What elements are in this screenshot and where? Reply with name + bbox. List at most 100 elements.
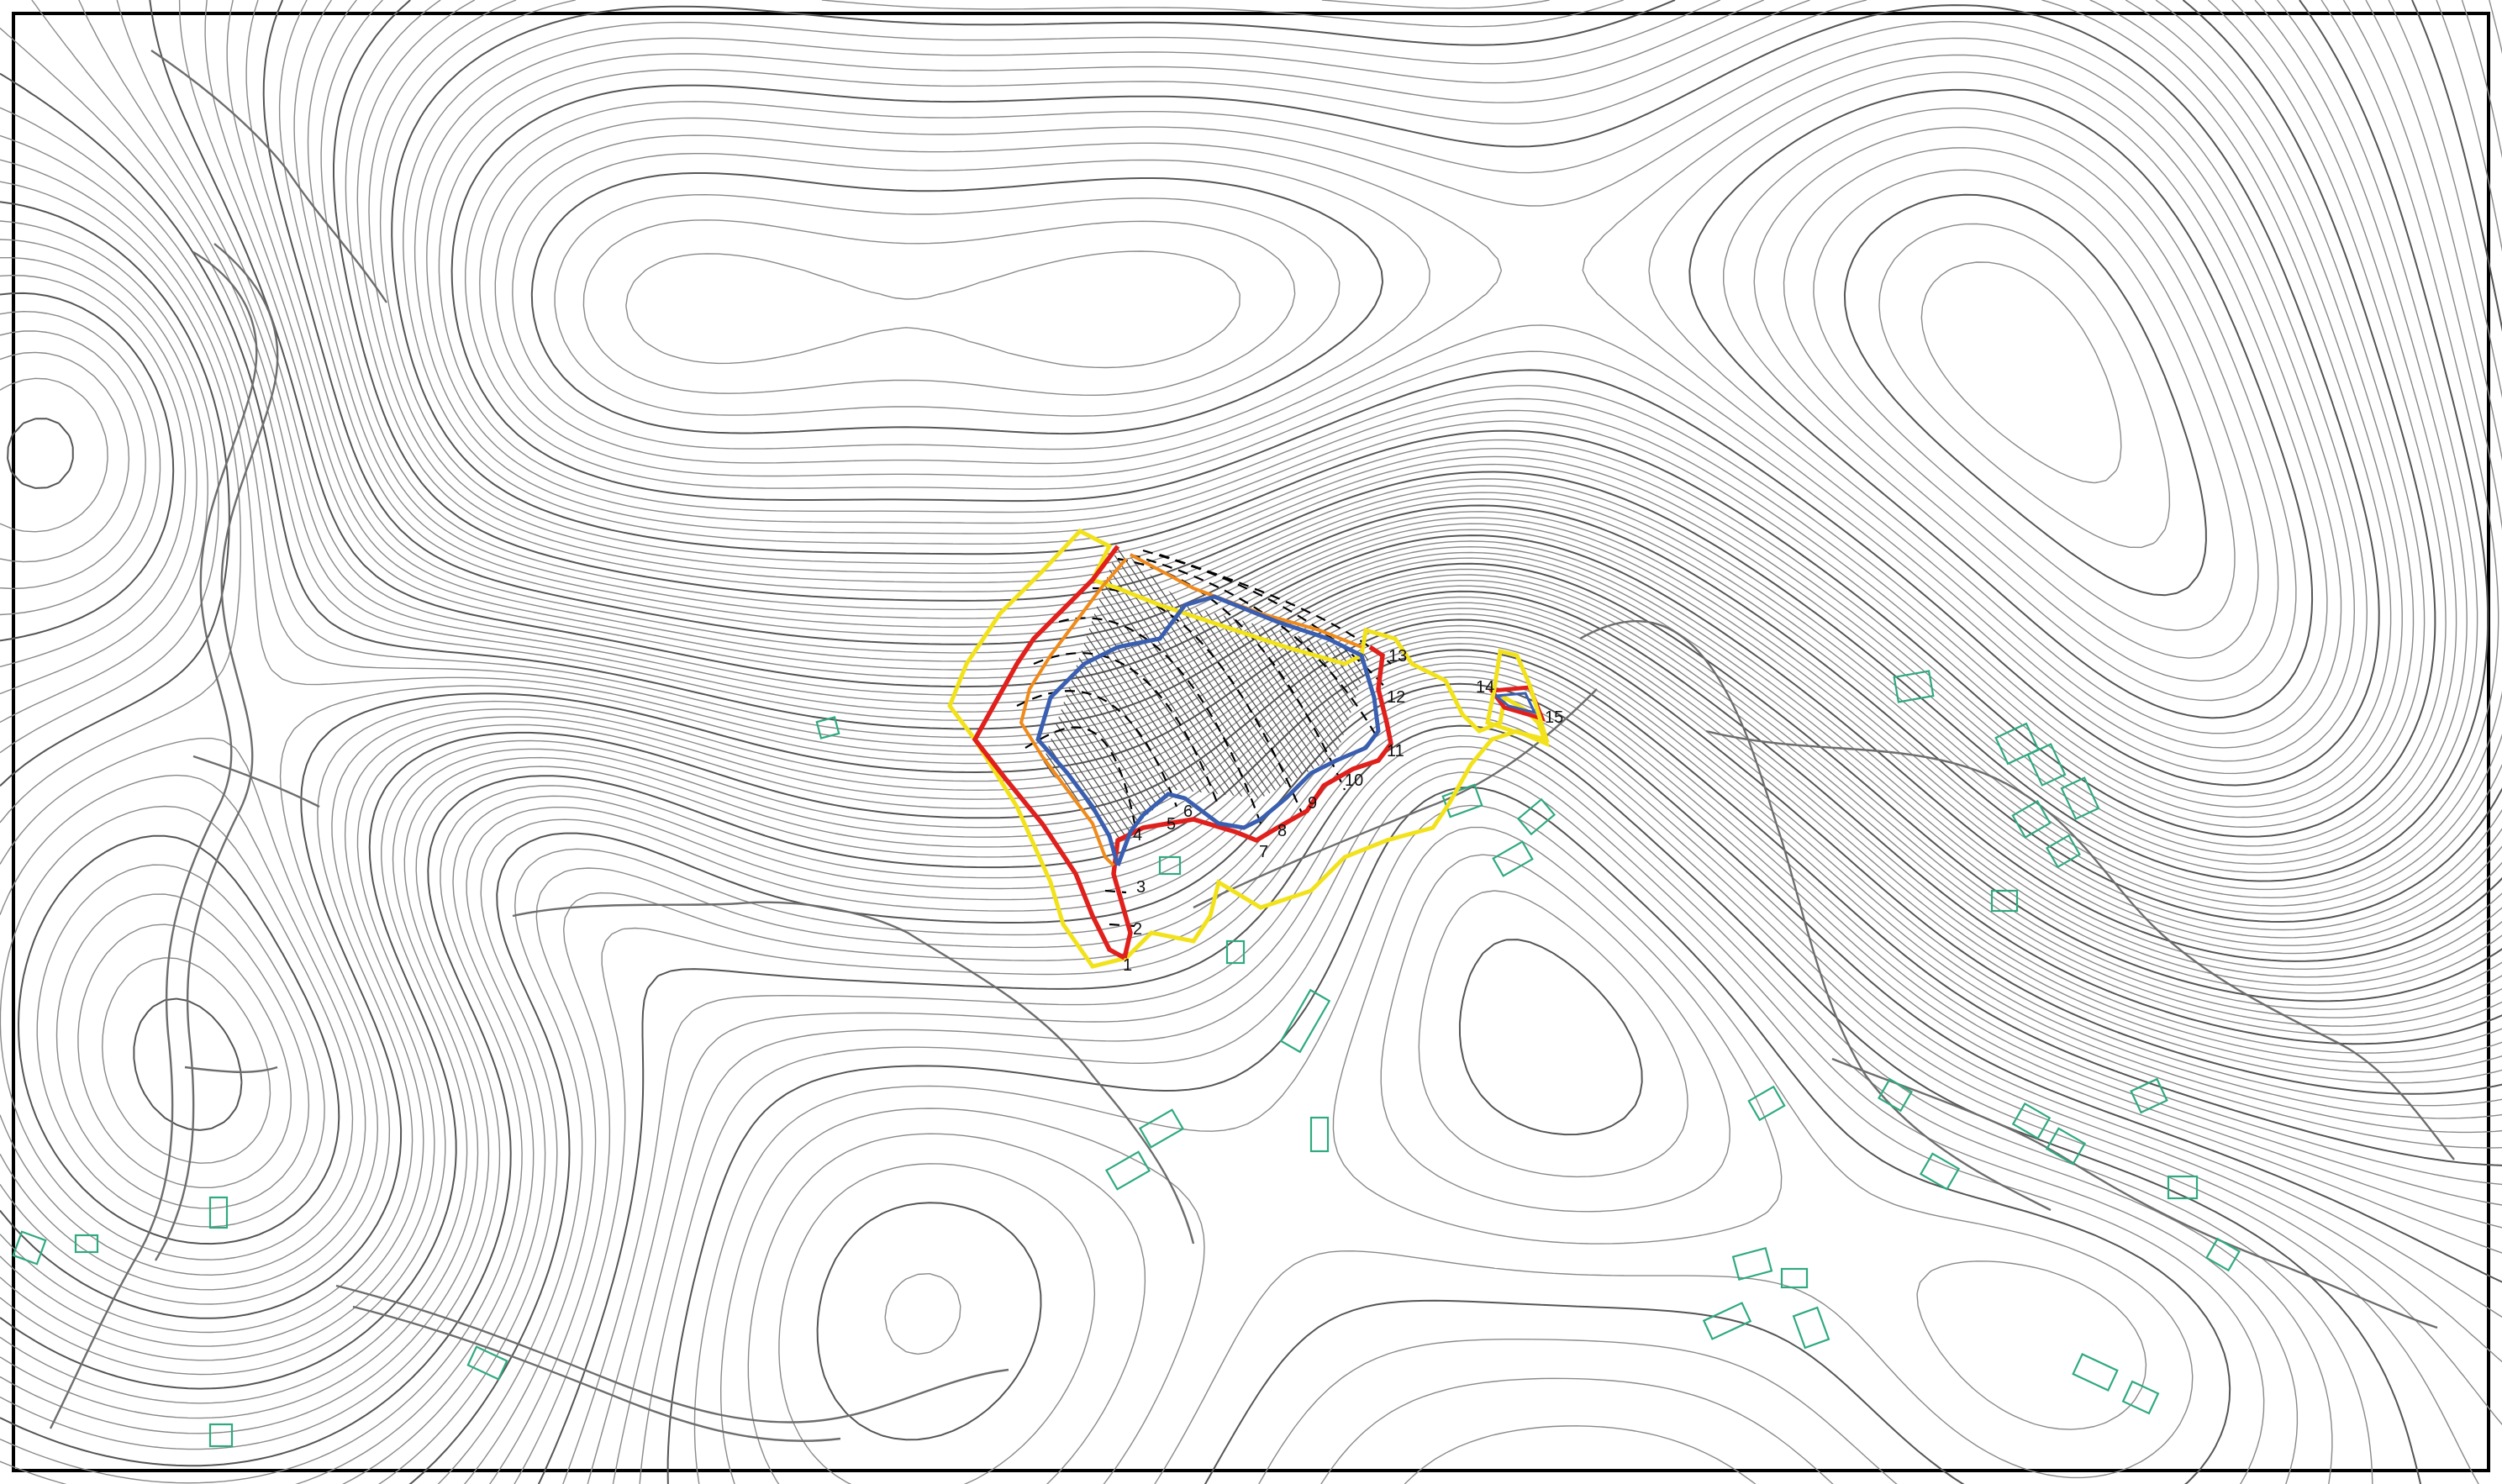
contour-line: [530, 88, 2314, 719]
hatch-line: [1042, 546, 1057, 840]
contour-line: [625, 147, 2259, 659]
contour-line: [0, 159, 2502, 1291]
point-label-4: 4: [1133, 826, 1142, 845]
contour-line: [368, 0, 2457, 856]
building: [1731, 1246, 1773, 1281]
hatch-line: [1042, 546, 1103, 840]
contour-line: [720, 826, 2147, 1484]
point-label-5: 5: [1167, 815, 1176, 834]
contour-line: [0, 655, 2502, 1484]
building: [1990, 889, 2019, 913]
boundary-blue: [1035, 594, 1381, 866]
contour-line: [262, 0, 2502, 923]
contour-line: [408, 682, 2502, 1484]
point-label-12: 12: [1387, 688, 1405, 707]
hatch-line: [793, 538, 1011, 857]
contour-line: [0, 181, 2502, 1305]
contour-line: [0, 330, 2502, 1419]
contour-line: [639, 771, 2265, 1484]
contour-line: [0, 662, 2502, 1484]
hatch-line: [1042, 546, 1133, 840]
building: [1893, 670, 1935, 703]
contour-line: [1920, 261, 2122, 484]
contour-line: [554, 107, 2297, 702]
hatch-line: [1298, 546, 1370, 840]
contour-line: [413, 0, 2415, 818]
contour-line: [356, 0, 2468, 865]
building: [2167, 1175, 2199, 1200]
hatch-line: [1042, 546, 1140, 840]
building: [1994, 722, 2040, 766]
road-south: [335, 1284, 1009, 1423]
map-border: [12, 12, 2490, 1472]
parcel-east-blue: [1493, 692, 1537, 715]
building: [1279, 988, 1331, 1054]
contour-line: [102, 0, 2502, 1164]
contour-line: [0, 134, 2502, 1276]
point-label-6: 6: [1183, 803, 1193, 821]
building: [74, 1234, 99, 1254]
point-label-13: 13: [1388, 647, 1407, 666]
contour-line: [307, 0, 2502, 898]
hatch-line: [808, 538, 1026, 857]
section-lines: [1016, 549, 1392, 928]
building: [1747, 1085, 1786, 1122]
contour-line: [884, 1273, 961, 1355]
contour-line: [0, 201, 2502, 1319]
point-label-14: 14: [1476, 678, 1494, 697]
contour-line: [0, 107, 2502, 1260]
contour-line: [0, 27, 2502, 1228]
building: [2026, 743, 2067, 787]
hatch-line: [1042, 546, 1088, 840]
building: [12, 1230, 47, 1266]
contour-line: [278, 0, 2502, 915]
contour-line: [245, 0, 2502, 931]
contour-line: [778, 890, 1688, 1484]
point-label-3: 3: [1136, 878, 1146, 897]
building: [1225, 939, 1246, 965]
building: [2011, 1102, 2052, 1140]
building: [2205, 1237, 2241, 1272]
contour-line: [512, 71, 2328, 734]
contour-line: [403, 0, 2426, 829]
hatch-line: [1042, 546, 1186, 840]
building: [1919, 1152, 1961, 1191]
point-label-1: 1: [1123, 956, 1132, 975]
contour-line: [320, 0, 2499, 891]
roads: [49, 50, 2455, 1442]
boundary-red: [972, 545, 1393, 960]
contour-line: [391, 0, 2436, 838]
road-south-inner: [352, 1305, 841, 1442]
building: [1702, 1302, 1752, 1340]
point-label-8: 8: [1277, 822, 1287, 840]
hatch-line: [1042, 546, 1080, 840]
section-line: [1033, 652, 1220, 808]
hatch-line: [709, 538, 928, 857]
building: [1878, 1077, 1913, 1113]
contour-line: [0, 292, 2502, 1390]
road-east-terraces: [1705, 729, 2455, 1160]
contour-line: [514, 715, 2479, 1484]
section-line: [1025, 726, 1136, 824]
boundary-yellow: [947, 528, 1551, 969]
contour-line: [77, 0, 2502, 1188]
contour-line: [1878, 223, 2171, 549]
contour-line: [204, 0, 2502, 946]
building: [1158, 855, 1182, 876]
contour-line: [582, 126, 2279, 682]
hatch-line: [800, 538, 1019, 857]
section-line: [1104, 889, 1127, 894]
building: [1104, 1150, 1151, 1191]
road-central-valley: [512, 901, 1195, 1245]
building: [2121, 1380, 2160, 1415]
contour-line: [31, 0, 2502, 1209]
building: [1309, 1116, 1330, 1153]
building: [208, 1196, 229, 1229]
contour-line: [488, 707, 2502, 1484]
hatch-line: [732, 538, 951, 857]
building: [2045, 1127, 2087, 1166]
hatch-line: [770, 538, 988, 857]
buildings: [12, 670, 2241, 1448]
contour-line: [0, 72, 2502, 1245]
